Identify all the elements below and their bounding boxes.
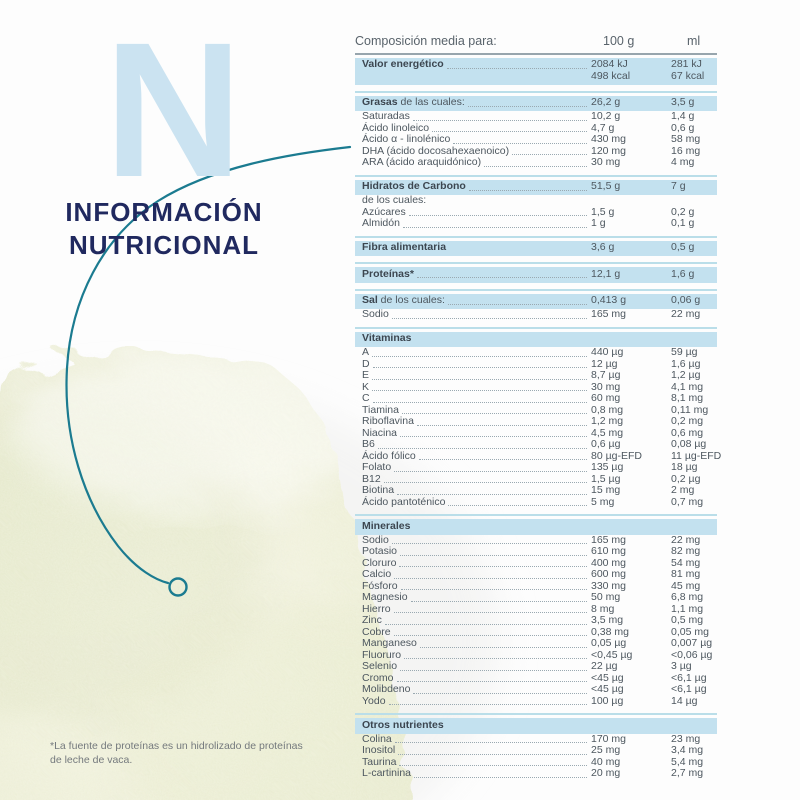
- table-header-label: Composición media para:: [355, 34, 497, 48]
- table-row: Tiamina 0,8 mg 0,11 mg: [362, 403, 709, 416]
- table-row: C 60 mg 8,1 mg: [362, 392, 704, 404]
- footnote-line-1: *La fuente de proteínas es un hidrolizad…: [50, 740, 303, 752]
- table-row: Sodio 165 mg 22 mg: [362, 308, 701, 320]
- footnote-line-2: de leche de vaca.: [50, 753, 133, 766]
- table-row: Vitaminas: [362, 332, 412, 344]
- table-row: Selenio 22 µg 3 µg: [362, 660, 692, 672]
- table-row: Yodo 100 µg 14 µg: [362, 694, 698, 707]
- callout-curve: [65, 145, 352, 597]
- table-row: E 8,7 µg 1,2 µg: [362, 369, 701, 381]
- table-row: ARA (ácido araquidónico) 30 mg 4 mg: [362, 156, 695, 168]
- nutrition-table: Composición media para: 100 g ml Valor e…: [355, 34, 722, 780]
- table-row: B12 1,5 µg 0,2 µg: [362, 472, 701, 485]
- table-row: Cloruro 400 mg 54 mg: [362, 556, 701, 569]
- footnote: *La fuente de proteínas es un hidrolizad…: [50, 740, 370, 767]
- table-row: Valor energético 2084 kJ 281 kJ: [362, 58, 702, 70]
- table-row: Proteínas* 12,1 g 1,6 g: [362, 267, 695, 280]
- table-section: Valor energético 2084 kJ 281 kJ 498 kcal 67 …: [355, 53, 717, 85]
- table-section: Grasas de las cuales: 26,2 g 3,5 g Saturada…: [355, 90, 717, 169]
- table-row: Inositol 25 mg 3,4 mg: [362, 744, 704, 756]
- table-row: Ácido pantoténico 5 mg 0,7 mg: [362, 495, 704, 508]
- table-row: Minerales: [362, 519, 411, 532]
- table-row: Zinc 3,5 mg 0,5 mg: [362, 614, 704, 626]
- table-row: Hierro 8 mg 1,1 mg: [362, 602, 704, 615]
- watermark-letter-n: N: [104, 2, 243, 217]
- table-row: 498 kcal 67 kcal: [591, 69, 705, 82]
- table-row: DHA (ácido docosahexaenoico) 120 mg 16 mg: [362, 144, 701, 157]
- col-ml-header: ml: [687, 34, 701, 48]
- table-row: L-cartinina 20 mg 2,7 mg: [362, 767, 704, 779]
- table-row: Ácido linoleico 4,7 g 0,6 g: [362, 121, 695, 134]
- table-section: Vitaminas A 440 µg 59 µg D 12 µg 1,6 µg E 8,7 µg…: [355, 326, 722, 509]
- table-section: Sal de los cuales: 0,413 g 0,06 g Sodio 165 …: [355, 288, 717, 321]
- title-line-1: INFORMACIÓN: [65, 197, 263, 227]
- table-row: D 12 µg 1,6 µg: [362, 357, 701, 370]
- table-row: A 440 µg 59 µg: [362, 346, 698, 358]
- table-row: Calcio 600 mg 81 mg: [362, 568, 701, 580]
- table-row: Manganeso 0,05 µg 0,007 µg: [362, 637, 713, 649]
- table-section: Fibra alimentaria 3,6 g 0,5 g: [355, 235, 717, 256]
- table-row: Taurina 40 mg 5,4 mg: [362, 755, 704, 768]
- table-row: Magnesio 50 mg 6,8 mg: [362, 591, 704, 603]
- table-row: Niacina 4,5 mg 0,6 mg: [362, 426, 704, 439]
- table-row: Cobre 0,38 mg 0,05 mg: [362, 625, 709, 638]
- table-row: Fluoruro <0,45 µg <0,06 µg: [362, 648, 713, 661]
- table-row: Almidón 1 g 0,1 g: [362, 217, 695, 229]
- table-row: Fibra alimentaria 3,6 g 0,5 g: [362, 241, 695, 253]
- table-row: Colina 170 mg 23 mg: [362, 732, 701, 745]
- table-row: K 30 mg 4,1 mg: [362, 380, 704, 393]
- table-section: Otros nutrientes Colina 170 mg 23 mg Inosito…: [355, 713, 717, 780]
- table-row: Fósforo 330 mg 45 mg: [362, 579, 701, 592]
- table-row: Molibdeno <45 µg <6,1 µg: [362, 683, 707, 695]
- nutrition-table-body: Valor energético 2084 kJ 281 kJ 498 kcal 67 …: [355, 53, 722, 780]
- title-line-2: NUTRICIONAL: [68, 230, 260, 260]
- table-row: Riboflavina 1,2 mg 0,2 mg: [362, 415, 704, 427]
- table-header-row: Composición media para: 100 g ml: [355, 34, 717, 48]
- table-row: Azúcares 1,5 g 0,2 g: [362, 205, 695, 218]
- table-section: Minerales Sodio 165 mg 22 mg Potasio 610 mg 82…: [355, 514, 717, 707]
- table-row: Biotina 15 mg 2 mg: [362, 484, 695, 496]
- table-row: Sodio 165 mg 22 mg: [362, 533, 701, 546]
- table-row: Ácido α - linolénico 430 mg 58 mg: [362, 133, 701, 145]
- table-row: Cromo <45 µg <6,1 µg: [362, 671, 707, 684]
- col-100g-header: 100 g: [603, 34, 635, 48]
- table-row: Sal de los cuales: 0,413 g 0,06 g: [362, 294, 701, 306]
- table-row: de los cuales:: [362, 194, 427, 206]
- page-title: INFORMACIÓN NUTRICIONAL: [28, 196, 300, 262]
- circle-marker-icon: [168, 577, 188, 597]
- table-row: Ácido fólico 80 µg-EFD 11 µg-EFD: [362, 449, 722, 462]
- table-row: Otros nutrientes: [362, 718, 444, 731]
- table-row: Saturadas 10,2 g 1,4 g: [362, 110, 695, 122]
- table-section: Proteínas* 12,1 g 1,6 g: [355, 262, 717, 283]
- table-row: Potasio 610 mg 82 mg: [362, 545, 701, 557]
- table-row: B6 0,6 µg 0,08 µg: [362, 438, 707, 450]
- table-row: Grasas de las cuales: 26,2 g 3,5 g: [362, 96, 695, 108]
- table-row: Folato 135 µg 18 µg: [362, 461, 698, 473]
